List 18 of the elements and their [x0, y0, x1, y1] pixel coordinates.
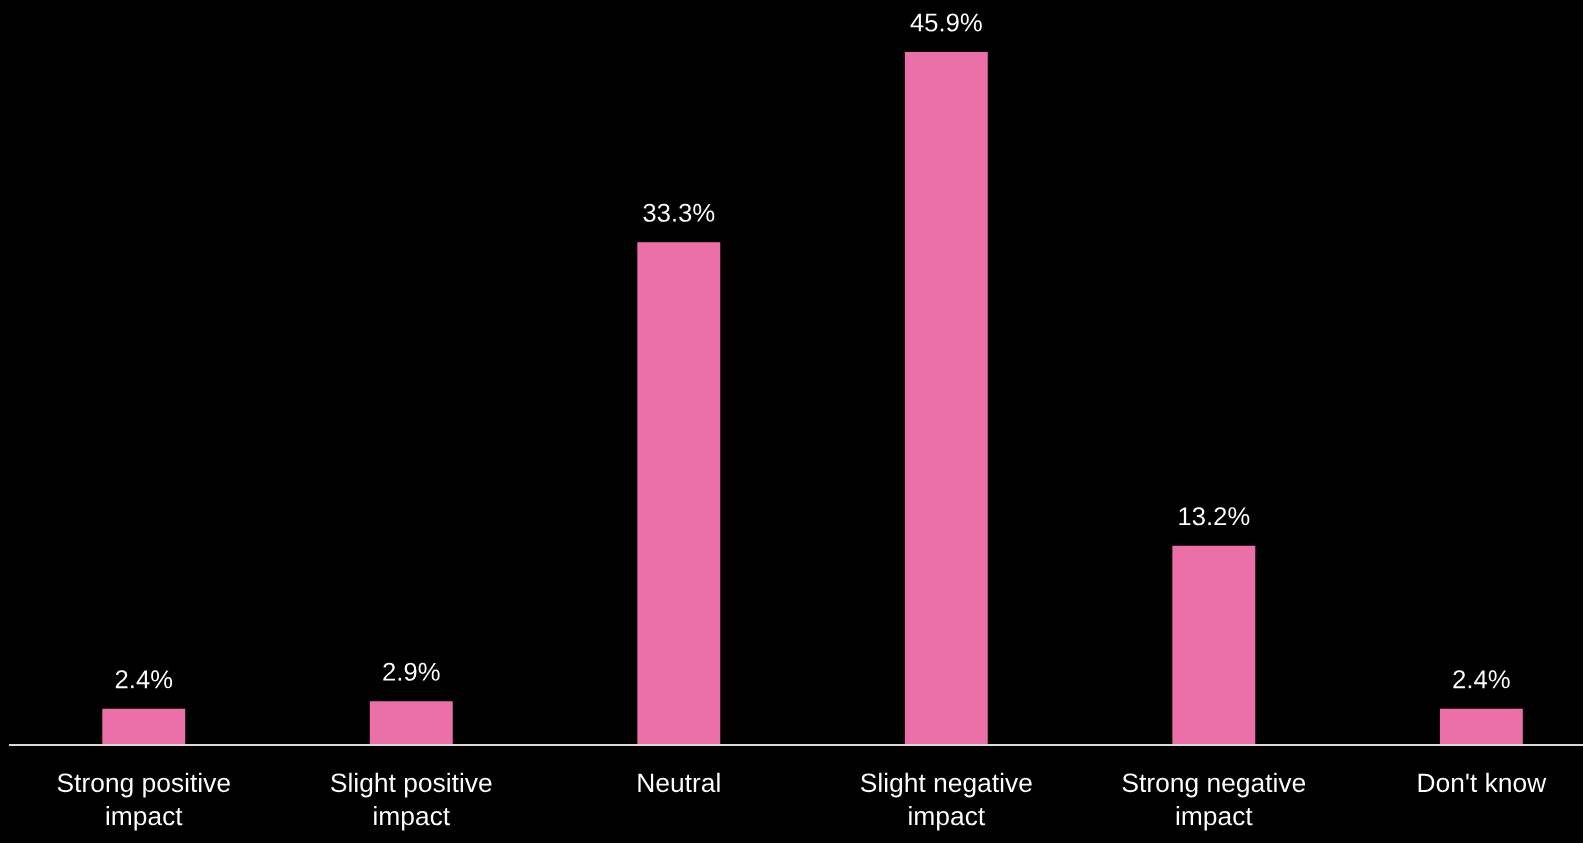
x-tick-label: Slight positive impact [331, 772, 492, 831]
bar [102, 708, 186, 745]
data-label: 2.4% [1453, 670, 1510, 689]
x-tick-label: Strong negative impact [1122, 772, 1306, 831]
bar [1439, 708, 1523, 745]
x-tick-label: Strong positive impact [57, 772, 230, 831]
bar [637, 242, 721, 745]
data-label: 2.4% [115, 670, 173, 689]
data-label: 45.9% [910, 13, 982, 32]
x-tick-label: Don't know [1418, 772, 1547, 793]
bar [369, 701, 453, 745]
data-label: 33.3% [643, 203, 715, 222]
x-tick-label: Neutral [638, 772, 720, 793]
bar [904, 51, 988, 745]
data-label: 2.9% [383, 662, 440, 681]
bar [1172, 545, 1256, 745]
data-label: 13.2% [1179, 507, 1250, 526]
x-tick-label: Slight negative impact [860, 772, 1032, 831]
